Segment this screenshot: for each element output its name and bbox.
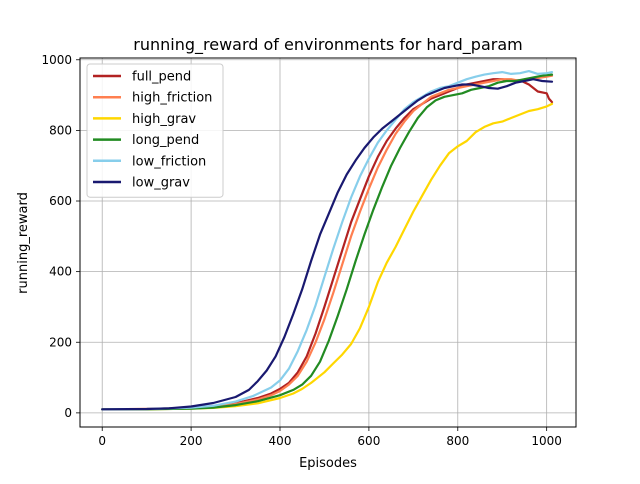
legend-label: high_friction <box>132 91 212 106</box>
series-line-long-pend <box>101 73 554 411</box>
legend-label: high_grav <box>132 112 196 127</box>
chart-title: running_reward of environments for hard_… <box>133 35 522 55</box>
x-tick-label: 0 <box>98 434 106 448</box>
x-tick-label: 400 <box>269 434 292 448</box>
legend: full_pend high_friction high_grav long_pend… <box>86 63 224 198</box>
series-line-high-friction <box>101 74 554 411</box>
legend-label: low_friction <box>132 154 206 169</box>
series-line-low-friction <box>101 69 554 411</box>
x-tick-label: 1000 <box>531 434 562 448</box>
x-axis-label: Episodes <box>299 456 357 471</box>
y-tick-label: 800 <box>49 123 72 137</box>
y-tick-label: 600 <box>49 194 72 208</box>
series-lines <box>101 69 554 411</box>
y-tick-label: 1000 <box>41 53 72 67</box>
x-tick-label: 600 <box>357 434 380 448</box>
legend-label: long_pend <box>132 133 199 148</box>
x-tick-label: 200 <box>180 434 203 448</box>
legend-label: full_pend <box>132 70 191 85</box>
x-tick-label: 800 <box>446 434 469 448</box>
plot-frame <box>79 57 577 428</box>
legend-label: low_grav <box>132 176 190 191</box>
axis-ticks: 0 200 400 600 800 1000 0 200 400 600 800 1000 <box>41 53 561 448</box>
series-line-high-grav <box>101 102 554 411</box>
grid <box>80 58 576 427</box>
y-axis-label: running_reward <box>16 192 31 294</box>
y-tick-label: 400 <box>49 265 72 279</box>
series-line-low-grav <box>101 78 554 411</box>
y-tick-label: 0 <box>64 406 72 420</box>
y-tick-label: 200 <box>49 335 72 349</box>
